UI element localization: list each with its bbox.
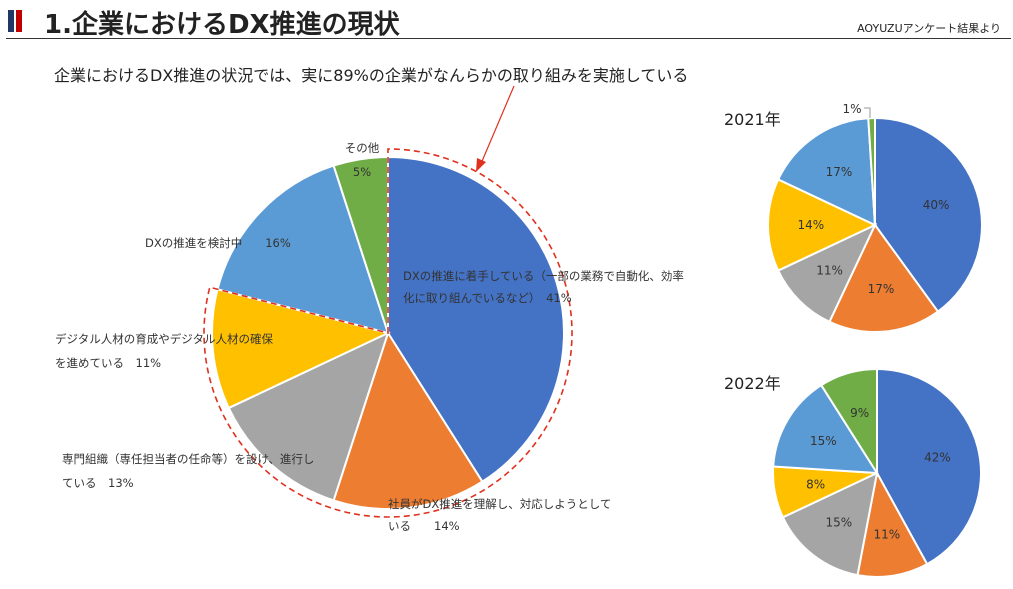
main-pie-data-label: デジタル人材の育成やデジタル人材の確保 (55, 332, 274, 346)
pie-2021-slice (776, 222, 878, 324)
header-divider (6, 38, 1011, 39)
highlight-outline (203, 148, 573, 518)
pie-2021-leader-line (864, 107, 871, 118)
pie-2022-slice (876, 367, 982, 566)
main-pie-data-label: その他 (345, 141, 380, 155)
pie-2021-slice (776, 117, 877, 227)
callout-arrow-line (479, 85, 515, 167)
flag-bar-navy (8, 10, 14, 32)
pie-2022-slice (819, 367, 878, 477)
year-label-2021: 2021年 (724, 110, 781, 129)
main-pie-data-label: DXの推進に着手している（一部の業務で自動化、効率 (403, 269, 684, 283)
pie-2022-value-label: 11% (873, 528, 900, 542)
year-label-2022: 2022年 (724, 374, 781, 393)
pie-2021-value-label: 17% (826, 165, 853, 179)
main-pie-slice (216, 164, 390, 335)
pie-2021-value-label: 11% (816, 263, 843, 277)
pie-2022-value-label: 9% (850, 406, 869, 420)
main-pie-slice (227, 331, 390, 502)
main-pie-slice (332, 330, 484, 510)
pie-2021-value-label: 17% (868, 282, 895, 296)
pie-2021-slice (874, 116, 983, 313)
pie-2022-value-label: 42% (924, 451, 951, 465)
pie-2022-slice (781, 471, 879, 577)
pie-2021-slice (767, 178, 878, 272)
main-pie-data-label: いる 14% (388, 519, 460, 533)
source-note: AOYUZUアンケート結果より (857, 22, 1001, 35)
header-flag-icon (8, 10, 26, 32)
pie-2021-slice (867, 116, 876, 226)
main-pie-data-label: DXの推進を検討中 16% (145, 236, 291, 250)
page-title: 1.企業におけるDX推進の現状 (44, 10, 400, 40)
pie-2022-value-label: 15% (825, 515, 852, 529)
pie-2021-slice (828, 223, 940, 333)
main-pie-data-label: を進めている 11% (55, 356, 161, 370)
callout-arrowhead (476, 158, 486, 172)
main-pie-data-label: ている 13% (62, 476, 134, 490)
main-pie-data-label: 社員がDX推進を理解し、対応しようとして (388, 497, 611, 511)
pie-2022-slice (856, 470, 929, 578)
main-pie-data-label: 化に取り組んでいるなど） 41% (403, 291, 572, 305)
pie-2021-value-label: 1% (842, 102, 861, 116)
main-pie-data-label: 5% (353, 165, 371, 179)
main-pie-slice (211, 288, 391, 410)
pie-2021-value-label: 40% (923, 198, 950, 212)
pie-2022-value-label: 15% (810, 434, 837, 448)
flag-bar-red (16, 10, 22, 32)
pie-2022-slice (772, 383, 879, 475)
main-pie-data-label: 専門組織（専任担当者の任命等）を設け、進行し (62, 452, 314, 466)
chart-subtitle: 企業におけるDX推進の状況では、実に89%の企業がなんらかの取り組みを実施してい… (54, 66, 689, 85)
pie-2021-value-label: 14% (797, 218, 824, 232)
pie-2022-value-label: 8% (806, 478, 825, 492)
